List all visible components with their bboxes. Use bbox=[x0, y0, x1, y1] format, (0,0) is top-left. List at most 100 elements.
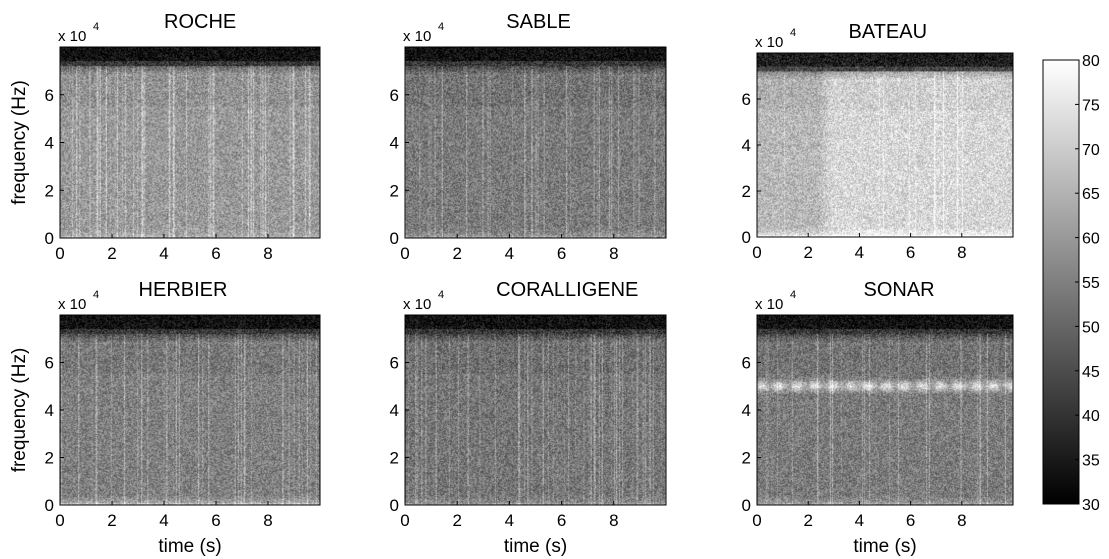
panel-title-herbier: HERBIER bbox=[139, 279, 228, 301]
colorbar-tick-label: 40 bbox=[1082, 408, 1100, 425]
y-tick-label: 6 bbox=[742, 354, 751, 373]
x-axis-label: time (s) bbox=[158, 536, 221, 557]
colorbar-tick-label: 55 bbox=[1082, 275, 1100, 292]
y-tick-label: 4 bbox=[390, 134, 399, 153]
panel-sonar: 0 2 4 6 8 0 2 4 6 x 10 4 SONAR time (s) bbox=[742, 279, 1014, 557]
y-exponent-label: x 10 bbox=[58, 296, 86, 313]
colorbar-tick-label: 50 bbox=[1082, 319, 1100, 336]
y-tick-label: 6 bbox=[390, 86, 399, 105]
colorbar-tick-label: 35 bbox=[1082, 453, 1100, 470]
panel-roche: 0 2 4 6 8 0 2 4 6 x 10 4 ROCHE frequency (Hz) bbox=[9, 11, 321, 263]
y-tick-label: 6 bbox=[742, 90, 751, 109]
x-tick-label: 8 bbox=[263, 244, 272, 263]
x-tick-label: 6 bbox=[211, 244, 220, 263]
spectrogram-roche bbox=[60, 47, 320, 238]
panel-title-sonar: SONAR bbox=[864, 279, 935, 301]
y-tick-label: 2 bbox=[45, 449, 54, 468]
y-tick-label: 6 bbox=[45, 86, 54, 105]
y-tick-label: 0 bbox=[742, 496, 751, 515]
y-tick-label: 0 bbox=[390, 229, 399, 248]
x-tick-label: 6 bbox=[557, 244, 566, 263]
colorbar-tick-label: 65 bbox=[1082, 186, 1100, 203]
y-tick-label: 4 bbox=[742, 401, 751, 420]
y-tick-label: 4 bbox=[45, 134, 54, 153]
y-tick-label: 0 bbox=[390, 496, 399, 515]
y-tick-label: 2 bbox=[390, 449, 399, 468]
x-tick-label: 0 bbox=[752, 243, 761, 262]
y-tick-label: 4 bbox=[45, 401, 54, 420]
x-tick-label: 6 bbox=[211, 511, 220, 530]
y-exponent-label: x 10 bbox=[58, 28, 86, 45]
colorbar-tick-label: 30 bbox=[1082, 497, 1100, 514]
y-exponent-power: 4 bbox=[93, 289, 99, 301]
y-exponent-power: 4 bbox=[790, 289, 796, 301]
x-tick-label: 4 bbox=[505, 244, 514, 263]
y-tick-label: 2 bbox=[742, 182, 751, 201]
panel-title-sable: SABLE bbox=[506, 11, 570, 33]
x-tick-label: 2 bbox=[452, 511, 461, 530]
x-tick-label: 2 bbox=[803, 511, 812, 530]
x-axis-label: time (s) bbox=[853, 536, 916, 557]
x-tick-label: 4 bbox=[159, 244, 168, 263]
y-axis-label: frequency (Hz) bbox=[9, 80, 30, 205]
spectrogram-sonar bbox=[757, 315, 1013, 505]
x-axis-label: time (s) bbox=[504, 536, 567, 557]
x-tick-label: 8 bbox=[609, 244, 618, 263]
x-tick-label: 6 bbox=[557, 511, 566, 530]
y-exponent-power: 4 bbox=[438, 289, 444, 301]
y-tick-label: 2 bbox=[742, 449, 751, 468]
y-tick-label: 0 bbox=[45, 229, 54, 248]
x-tick-label: 0 bbox=[400, 511, 409, 530]
colorbar-tick-label: 75 bbox=[1082, 97, 1100, 114]
y-tick-label: 4 bbox=[742, 136, 751, 155]
x-tick-label: 4 bbox=[855, 511, 864, 530]
y-tick-label: 2 bbox=[45, 181, 54, 200]
x-tick-label: 8 bbox=[609, 511, 618, 530]
panel-herbier: 0 2 4 6 8 0 2 4 6 x 10 4 HERBIER time (s) frequency (… bbox=[9, 279, 321, 557]
y-tick-label: 2 bbox=[390, 181, 399, 200]
y-tick-label: 6 bbox=[45, 354, 54, 373]
x-tick-label: 6 bbox=[906, 243, 915, 262]
y-tick-label: 4 bbox=[390, 401, 399, 420]
panel-title-coralligene: CORALLIGENE bbox=[496, 279, 638, 301]
x-tick-label: 0 bbox=[752, 511, 761, 530]
colorbar-tick-label: 45 bbox=[1082, 364, 1100, 381]
panel-title-bateau: BATEAU bbox=[849, 21, 928, 43]
x-tick-label: 4 bbox=[855, 243, 864, 262]
x-tick-label: 0 bbox=[400, 244, 409, 263]
colorbar-tick-label: 60 bbox=[1082, 231, 1100, 248]
y-exponent-label: x 10 bbox=[755, 34, 783, 51]
x-tick-label: 2 bbox=[803, 243, 812, 262]
y-tick-label: 0 bbox=[742, 228, 751, 247]
x-tick-label: 0 bbox=[55, 244, 64, 263]
colorbar: 80 75 70 65 60 55 50 45 40 35 30 bbox=[1042, 53, 1100, 514]
colorbar-tick-label: 80 bbox=[1082, 53, 1100, 70]
y-exponent-power: 4 bbox=[93, 21, 99, 33]
spectrogram-sable bbox=[405, 47, 666, 238]
y-exponent-power: 4 bbox=[438, 21, 444, 33]
x-tick-label: 8 bbox=[263, 511, 272, 530]
colorbar-gradient bbox=[1042, 59, 1080, 505]
y-tick-label: 6 bbox=[390, 354, 399, 373]
panel-sable: 0 2 4 6 8 0 2 4 6 x 10 4 SABLE bbox=[390, 11, 667, 263]
y-exponent-label: x 10 bbox=[755, 296, 783, 313]
x-tick-label: 2 bbox=[452, 244, 461, 263]
x-tick-label: 4 bbox=[159, 511, 168, 530]
y-tick-label: 0 bbox=[45, 496, 54, 515]
x-tick-label: 4 bbox=[505, 511, 514, 530]
y-axis-label: frequency (Hz) bbox=[9, 348, 30, 473]
spectrogram-herbier bbox=[60, 315, 320, 505]
panel-bateau: 0 2 4 6 8 0 2 4 6 x 10 4 BATEAU bbox=[742, 21, 1014, 262]
y-exponent-power: 4 bbox=[790, 27, 796, 39]
x-tick-label: 6 bbox=[906, 511, 915, 530]
x-tick-label: 2 bbox=[107, 511, 116, 530]
x-tick-label: 2 bbox=[107, 244, 116, 263]
x-tick-label: 8 bbox=[957, 243, 966, 262]
panel-coralligene: 0 2 4 6 8 0 2 4 6 x 10 4 CORALLIGENE time (s) bbox=[390, 279, 667, 557]
spectrogram-coralligene bbox=[405, 315, 666, 505]
panel-title-roche: ROCHE bbox=[164, 11, 236, 33]
x-tick-label: 8 bbox=[957, 511, 966, 530]
x-tick-label: 0 bbox=[55, 511, 64, 530]
colorbar-tick-label: 70 bbox=[1082, 142, 1100, 159]
